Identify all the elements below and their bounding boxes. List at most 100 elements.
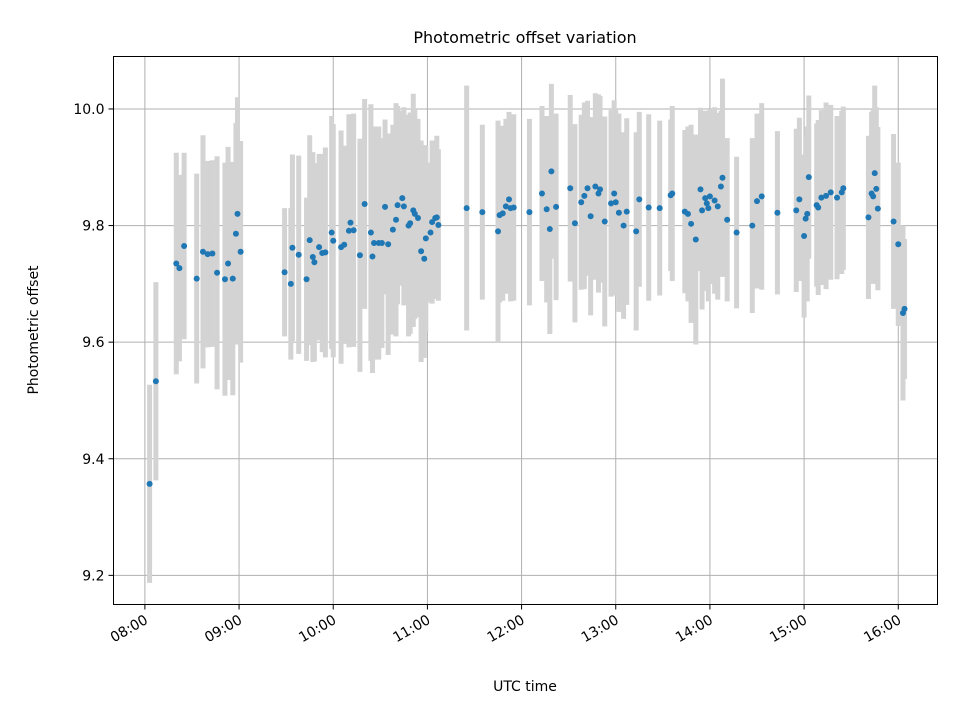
data-point [510,204,517,211]
data-point [237,248,244,255]
data-point [801,233,808,240]
data-point [703,200,710,207]
data-point [221,276,228,283]
data-point [385,241,392,248]
data-point [802,215,809,222]
data-point [702,195,709,202]
data-point [427,229,434,236]
data-point [289,244,296,251]
data-point [281,269,288,276]
data-point [309,254,316,261]
data-point [316,244,323,251]
data-point [633,228,640,235]
data-point [479,209,486,216]
data-point [584,185,591,192]
data-points [146,168,908,487]
data-point [229,275,236,282]
data-point [311,259,318,266]
plot-frame [113,56,938,605]
data-point [705,205,712,212]
data-point [341,241,348,248]
data-point [870,193,877,200]
y-tick-label: 10.0 [73,102,104,118]
data-point [688,220,695,227]
data-point [840,185,847,192]
data-point [796,196,803,203]
data-point [538,190,545,197]
y-axis-label: Photometric offset [26,265,42,395]
data-point [592,183,599,190]
data-point [393,216,400,223]
data-point [421,255,428,262]
data-point [636,196,643,203]
data-point [322,249,329,256]
data-point [890,218,897,225]
data-point [669,190,676,197]
data-point [330,237,337,244]
data-point [433,214,440,221]
data-point [615,209,622,216]
data-point [706,193,713,200]
data-point [719,174,726,181]
data-point [601,218,608,225]
data-point [394,202,401,209]
data-point [356,252,363,259]
data-point [526,209,533,216]
data-point [367,229,374,236]
data-point [422,235,429,242]
data-point [714,203,721,210]
data-point [548,168,555,175]
data-point [581,192,588,199]
data-point [620,222,627,229]
data-point [543,206,550,213]
data-point [204,251,211,258]
data-point [895,241,902,248]
data-point [306,237,313,244]
data-point [173,260,180,267]
data-point [225,260,232,267]
data-point [199,248,206,255]
data-point [463,205,470,212]
data-point [232,230,239,237]
chart-title: Photometric offset variation [413,28,636,47]
data-point [400,203,407,210]
y-tick-label: 9.2 [82,568,104,584]
data-point [793,207,800,214]
data-point [623,208,630,215]
data-point [345,227,352,234]
data-point [193,275,200,282]
data-point [209,250,216,257]
data-point [567,185,574,192]
data-point [645,204,652,211]
data-point [711,197,718,204]
data-point [502,203,509,210]
data-point [733,229,740,236]
data-point [815,204,822,211]
data-point [611,190,618,197]
data-point [827,189,834,196]
data-point [369,253,376,260]
data-point [774,209,781,216]
data-point [399,195,406,202]
data-point [724,216,731,223]
data-point [692,236,699,243]
data-point [804,210,811,217]
data-point [499,210,506,217]
data-point [181,242,188,249]
data-point [612,199,619,206]
data-point [176,265,183,272]
data-point [414,214,421,221]
data-point [865,214,872,221]
data-point [597,186,604,193]
data-point [571,220,578,227]
data-point [495,228,502,235]
y-tick-label: 9.4 [82,452,104,468]
data-point [361,200,368,207]
y-tick-label: 9.8 [82,219,104,235]
data-point [287,280,294,287]
data-point [587,213,594,220]
data-point [389,226,396,233]
data-point [553,203,560,210]
data-point [371,240,378,247]
